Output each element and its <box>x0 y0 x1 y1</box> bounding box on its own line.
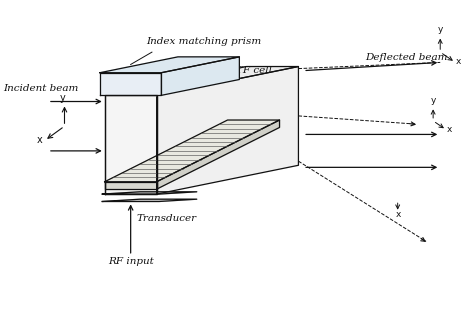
Text: y: y <box>438 25 443 34</box>
Polygon shape <box>102 199 197 202</box>
Text: AOTF cell: AOTF cell <box>220 66 273 75</box>
Polygon shape <box>105 182 156 189</box>
Polygon shape <box>156 120 280 189</box>
Polygon shape <box>105 120 280 182</box>
Polygon shape <box>105 95 156 194</box>
Polygon shape <box>100 73 161 95</box>
Text: Incident beam: Incident beam <box>3 84 78 93</box>
Text: x: x <box>37 135 43 145</box>
Text: x: x <box>396 210 401 219</box>
Text: y: y <box>430 96 436 105</box>
Text: x: x <box>456 57 461 66</box>
Text: Transducer: Transducer <box>136 214 196 223</box>
Polygon shape <box>105 67 299 95</box>
Polygon shape <box>156 67 299 194</box>
Polygon shape <box>161 57 239 95</box>
Text: y: y <box>59 93 65 103</box>
Text: RF input: RF input <box>108 257 154 266</box>
Text: Deflected beam: Deflected beam <box>365 53 447 62</box>
Polygon shape <box>100 57 239 73</box>
Polygon shape <box>102 192 197 194</box>
Text: Index matching prism: Index matching prism <box>146 37 262 46</box>
Text: x: x <box>447 125 452 134</box>
